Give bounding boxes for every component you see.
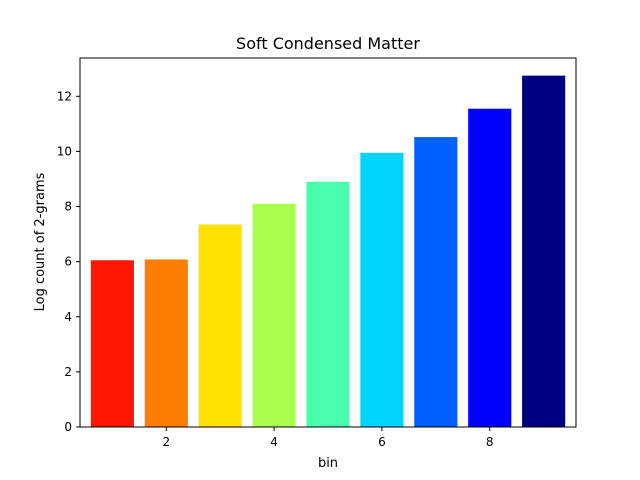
bar-5 bbox=[306, 181, 350, 427]
x-tick-label: 8 bbox=[486, 435, 494, 449]
bar-4 bbox=[252, 203, 296, 427]
x-axis-label: bin bbox=[318, 456, 338, 471]
bars-group bbox=[90, 75, 566, 428]
y-axis-label: Log count of 2-grams bbox=[33, 172, 48, 311]
y-tick-label: 2 bbox=[64, 365, 72, 379]
y-tick-label: 10 bbox=[57, 144, 72, 158]
y-tick-label: 8 bbox=[64, 200, 72, 214]
bar-6 bbox=[360, 152, 404, 427]
bar-1 bbox=[90, 260, 134, 427]
bar-3 bbox=[198, 224, 242, 427]
y-axis: 0 2 4 6 8 10 12 bbox=[57, 89, 80, 434]
plot-frame bbox=[79, 57, 577, 428]
x-tick-label: 2 bbox=[162, 435, 170, 449]
bar-2 bbox=[144, 259, 188, 427]
chart-title: Soft Condensed Matter bbox=[236, 34, 420, 53]
bar-9 bbox=[522, 75, 566, 428]
bar-8 bbox=[468, 108, 512, 428]
y-tick-label: 6 bbox=[64, 255, 72, 269]
x-tick-label: 6 bbox=[378, 435, 386, 449]
x-tick-label: 4 bbox=[270, 435, 278, 449]
x-axis: 2 4 6 8 bbox=[162, 427, 494, 449]
y-tick-label: 0 bbox=[64, 420, 72, 434]
y-tick-label: 12 bbox=[57, 89, 72, 103]
bar-7 bbox=[414, 137, 458, 427]
y-tick-label: 4 bbox=[64, 310, 72, 324]
